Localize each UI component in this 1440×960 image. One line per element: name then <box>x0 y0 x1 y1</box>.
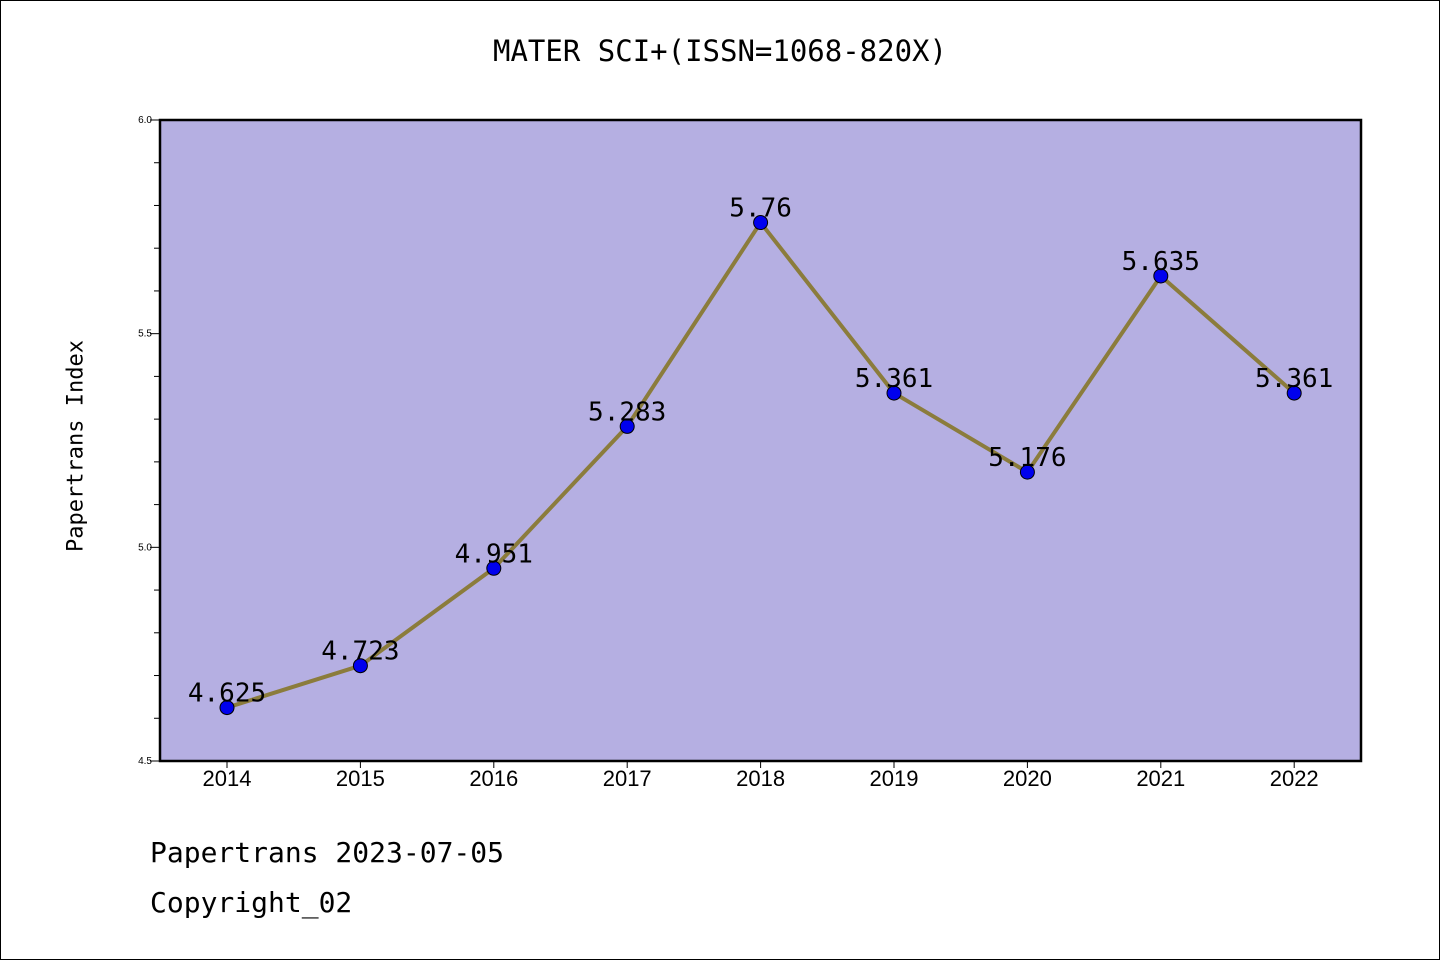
series-layer <box>219 215 1302 716</box>
y-tick-label: 5.0 <box>138 542 152 553</box>
x-tick-label: 2021 <box>1136 766 1185 791</box>
data-point <box>219 700 235 716</box>
data-point <box>486 560 502 576</box>
data-label: 5.176 <box>988 443 1066 473</box>
x-tick-label: 2014 <box>203 766 252 791</box>
data-label: 5.76 <box>729 194 792 224</box>
y-axis: 4.5 5.0 5.5 6.0 <box>138 115 160 767</box>
data-label: 4.951 <box>455 539 533 569</box>
data-label: 4.723 <box>321 637 399 667</box>
data-label: 4.625 <box>188 679 266 709</box>
x-tick-label: 2018 <box>736 766 785 791</box>
data-point <box>753 215 769 231</box>
x-tick-label: 2017 <box>603 766 652 791</box>
chart-title: MATER SCI+(ISSN=1068-820X) <box>493 34 947 68</box>
data-point <box>886 385 902 401</box>
data-point <box>352 658 368 674</box>
data-label: 5.283 <box>588 397 666 427</box>
data-label: 5.361 <box>855 364 933 394</box>
x-tick-label: 2019 <box>870 766 919 791</box>
x-tick-label: 2015 <box>336 766 385 791</box>
x-tick-label: 2022 <box>1270 766 1319 791</box>
x-axis: 2014 2015 2016 2017 2018 2019 2020 2021 2022 <box>203 761 1319 791</box>
x-tick-label: 2020 <box>1003 766 1052 791</box>
data-point <box>1286 385 1302 401</box>
data-labels-layer: 4.625 4.723 4.951 5.283 5.76 5.361 5.176 5.635 5… <box>188 194 1333 709</box>
y-tick-label: 5.5 <box>138 329 152 340</box>
footer-date: Papertrans 2023-07-05 <box>150 836 505 869</box>
data-point <box>619 418 635 434</box>
y-tick-label: 4.5 <box>138 756 152 767</box>
data-label: 5.635 <box>1122 247 1200 277</box>
data-point <box>1153 268 1169 284</box>
x-tick-label: 2016 <box>469 766 518 791</box>
y-tick-label: 6.0 <box>138 115 152 126</box>
data-point <box>1019 464 1035 480</box>
data-label: 5.361 <box>1255 364 1333 394</box>
footer-copyright: Copyright_02 <box>150 886 353 919</box>
